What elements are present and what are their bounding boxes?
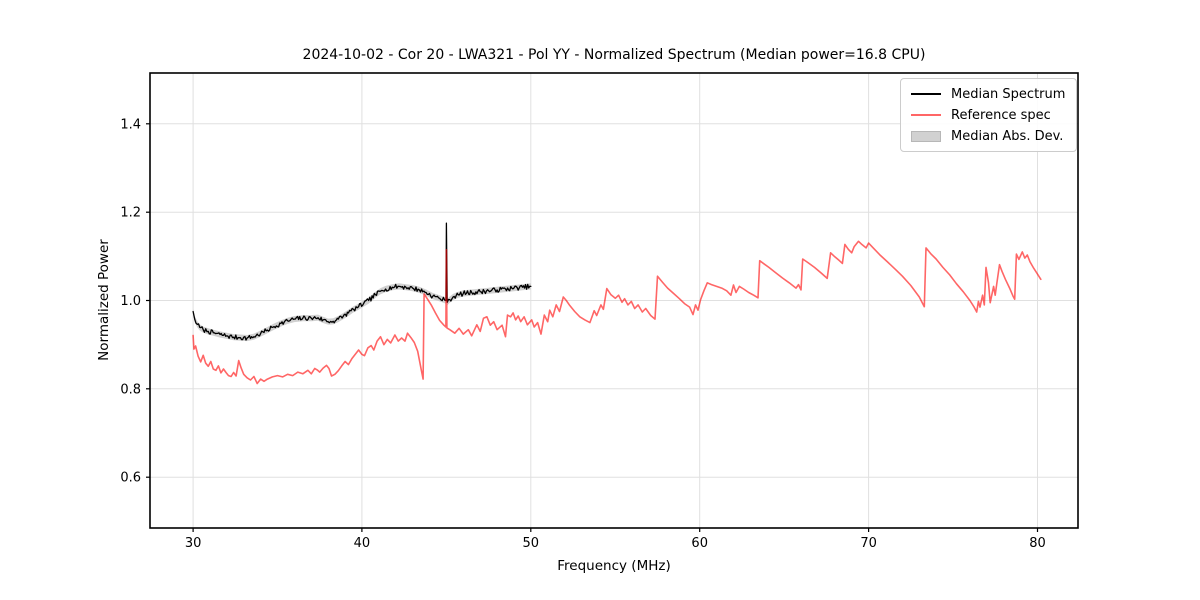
median-spectrum-line <box>192 222 532 341</box>
x-tick-label: 60 <box>691 536 708 551</box>
x-axis-label: Frequency (MHz) <box>557 558 671 574</box>
legend-label-median-abs-dev: Median Abs. Dev. <box>951 128 1064 144</box>
legend: Median Spectrum Reference spec Median Ab… <box>900 78 1077 152</box>
x-tick-label: 50 <box>523 536 540 551</box>
legend-label-reference-spec: Reference spec <box>951 107 1051 123</box>
chart-title: 2024-10-02 - Cor 20 - LWA321 - Pol YY - … <box>302 47 926 63</box>
reference-spec-line <box>192 240 1042 385</box>
x-tick-label: 40 <box>354 536 371 551</box>
reference-spec-line-swatch <box>911 114 941 116</box>
y-tick-label: 1.4 <box>120 117 141 132</box>
legend-item-median-abs-dev: Median Abs. Dev. <box>911 128 1066 144</box>
median-abs-dev-patch-swatch <box>911 130 941 142</box>
x-tick-label: 80 <box>1029 536 1046 551</box>
legend-label-median-spectrum: Median Spectrum <box>951 86 1066 102</box>
x-tick-label: 70 <box>860 536 877 551</box>
legend-item-reference-spec: Reference spec <box>911 107 1066 123</box>
median-spectrum-line-swatch <box>911 93 941 95</box>
y-tick-label: 1.0 <box>120 294 141 309</box>
x-tick-label: 30 <box>185 536 202 551</box>
legend-item-median-spectrum: Median Spectrum <box>911 86 1066 102</box>
y-tick-label: 0.8 <box>120 382 141 397</box>
y-tick-label: 1.2 <box>120 206 141 221</box>
y-tick-label: 0.6 <box>120 471 141 486</box>
